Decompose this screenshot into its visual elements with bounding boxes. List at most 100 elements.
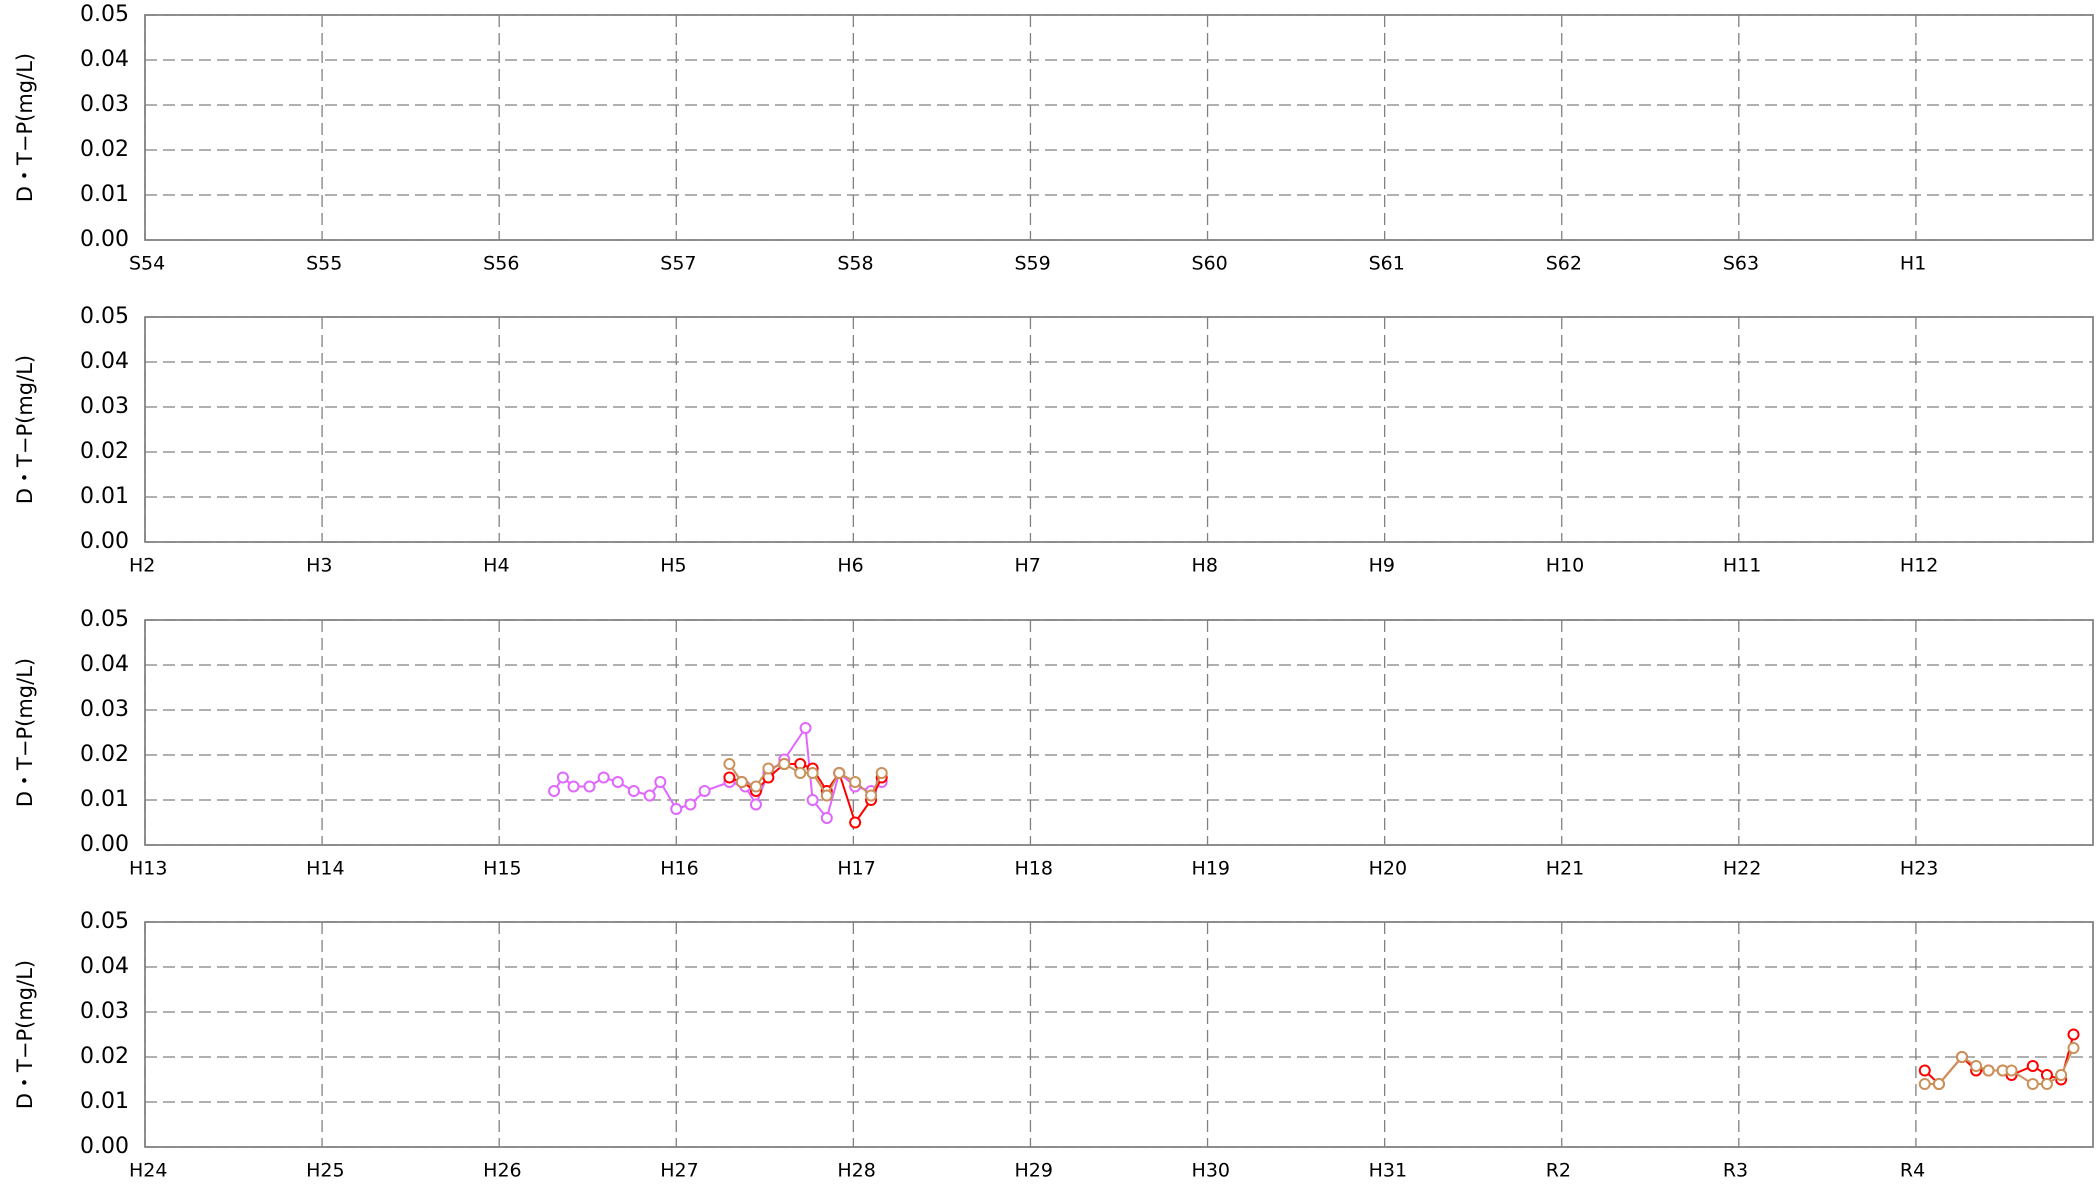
y-tick-label: 0.00	[80, 227, 129, 252]
x-tick-label: R4	[1900, 1160, 1925, 1182]
point	[597, 771, 610, 784]
x-tick-label: S60	[1192, 253, 1228, 275]
point	[735, 776, 748, 788]
x-tick-label: H25	[306, 1160, 344, 1182]
x-tick-label: S57	[660, 253, 696, 275]
plot-border	[144, 921, 2094, 1148]
x-tick-label: H5	[660, 555, 686, 577]
point	[2040, 1078, 2053, 1090]
y-axis-label: D・T−P(mg/L)	[13, 960, 37, 1109]
x-tick-label: S63	[1723, 253, 1759, 275]
panel: 0.00 0.01 0.02 0.03 0.04 0.05 H2 H3 H4 H5 H6 H7 H8 H9…	[13, 304, 2094, 577]
point	[806, 767, 819, 779]
point	[548, 785, 561, 797]
y-tick-label: 0.04	[80, 652, 129, 677]
y-tick-label: 0.01	[80, 182, 129, 207]
plot-border	[144, 316, 2094, 543]
x-tick-label: H17	[837, 858, 875, 880]
x-tick-label: H19	[1192, 858, 1230, 880]
point	[654, 776, 667, 788]
point	[778, 758, 791, 770]
x-tick-label: H31	[1369, 1160, 1407, 1182]
y-tick-label: 0.04	[80, 349, 129, 374]
point	[2005, 1064, 2018, 1077]
x-tick-label: H30	[1192, 1160, 1230, 1182]
point	[820, 812, 833, 824]
x-tick-label: H3	[306, 555, 332, 577]
point	[1982, 1064, 1995, 1077]
point	[794, 767, 807, 779]
y-tick-label: 0.02	[80, 137, 129, 162]
x-tick-label: H15	[483, 858, 521, 880]
point	[583, 780, 596, 793]
point	[820, 789, 833, 802]
point	[833, 767, 846, 779]
y-tick-label: 0.05	[80, 607, 129, 632]
point	[1932, 1078, 1945, 1090]
x-tick-label: H22	[1723, 858, 1761, 880]
point	[556, 771, 569, 784]
plot-border	[144, 14, 2094, 241]
x-tick-label: H24	[129, 1160, 167, 1182]
x-tick-label: S62	[1546, 253, 1582, 275]
x-tick-label: H23	[1900, 858, 1938, 880]
point	[1918, 1078, 1931, 1090]
plot-border	[144, 619, 2094, 846]
point	[698, 785, 711, 797]
y-tick-label: 0.05	[80, 909, 129, 934]
point	[1970, 1060, 1983, 1072]
x-tick-label: H12	[1900, 555, 1938, 577]
y-tick-label: 0.05	[80, 304, 129, 329]
x-tick-label: S54	[129, 253, 165, 275]
x-tick-label: H26	[483, 1160, 521, 1182]
y-tick-label: 0.04	[80, 954, 129, 979]
x-tick-label: H6	[837, 555, 863, 577]
y-axis-label: D・T−P(mg/L)	[13, 658, 37, 807]
x-tick-label: H28	[837, 1160, 875, 1182]
point	[643, 789, 656, 802]
y-tick-label: 0.03	[80, 92, 129, 117]
point	[875, 767, 888, 779]
point	[749, 780, 762, 793]
x-tick-label: H8	[1192, 555, 1218, 577]
point	[723, 771, 736, 784]
y-tick-label: 0.00	[80, 832, 129, 857]
point	[627, 785, 640, 797]
point	[684, 798, 697, 811]
y-tick-label: 0.02	[80, 742, 129, 767]
point	[2055, 1069, 2068, 1081]
point	[762, 762, 775, 775]
x-tick-label: H16	[660, 858, 698, 880]
x-tick-label: S55	[306, 253, 342, 275]
y-tick-label: 0.03	[80, 697, 129, 722]
point	[1955, 1051, 1968, 1063]
point	[2067, 1042, 2080, 1054]
x-tick-label: H10	[1546, 555, 1584, 577]
y-tick-label: 0.01	[80, 484, 129, 509]
y-axis-label: D・T−P(mg/L)	[13, 53, 37, 202]
x-tick-label: S61	[1369, 253, 1405, 275]
y-axis-label: D・T−P(mg/L)	[13, 355, 37, 504]
x-tick-label: H20	[1369, 858, 1407, 880]
x-tick-label: S58	[837, 253, 873, 275]
x-tick-label: H29	[1014, 1160, 1052, 1182]
x-tick-label: R2	[1546, 1160, 1571, 1182]
x-tick-label: R3	[1723, 1160, 1748, 1182]
point	[849, 816, 862, 829]
y-tick-label: 0.01	[80, 1089, 129, 1114]
panel: 0.00 0.01 0.02 0.03 0.04 0.05 H13 H14 H15 H16 H17 H…	[13, 607, 2094, 880]
x-tick-label: S59	[1014, 253, 1050, 275]
y-tick-label: 0.00	[80, 529, 129, 554]
y-tick-label: 0.02	[80, 1044, 129, 1069]
y-tick-label: 0.05	[80, 2, 129, 27]
point	[2026, 1078, 2039, 1090]
point	[2067, 1028, 2080, 1041]
point	[749, 798, 762, 811]
point	[1918, 1064, 1931, 1077]
point	[2026, 1060, 2039, 1072]
point	[723, 758, 736, 770]
x-tick-label: H27	[660, 1160, 698, 1182]
point	[611, 776, 624, 788]
x-tick-label: H7	[1014, 555, 1040, 577]
